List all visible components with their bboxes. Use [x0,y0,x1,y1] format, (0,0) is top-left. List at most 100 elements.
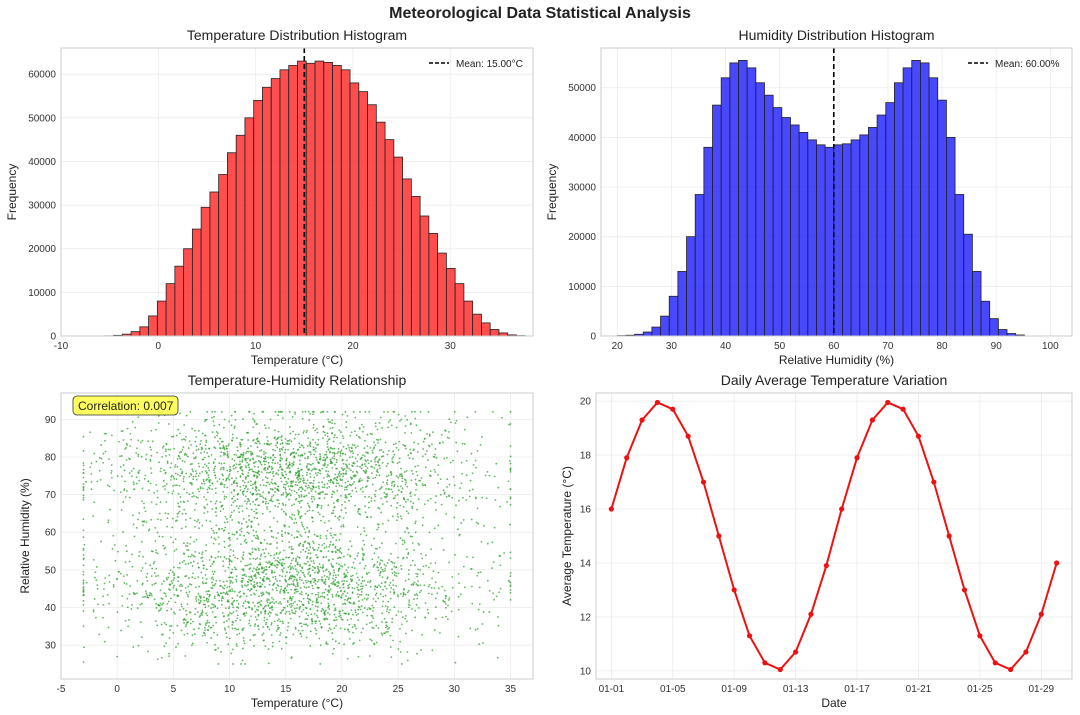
scatter-point [181,512,184,515]
histogram-bar [677,271,687,337]
scatter-point [213,537,216,540]
scatter-point [341,459,344,462]
scatter-point [226,580,228,583]
scatter-point [254,558,257,561]
scatter-point [82,529,85,532]
scatter-point [293,607,296,610]
scatter-point [82,468,85,471]
scatter-point [194,586,197,589]
scatter-point [282,608,285,611]
scatter-point [248,606,251,609]
line-marker [931,479,937,485]
scatter-point [228,605,231,608]
scatter-point [120,455,123,457]
scatter-point [300,600,303,603]
scatter-point [267,626,269,629]
scatter-point [215,430,218,433]
scatter-point [124,448,126,450]
scatter-point [315,458,318,461]
scatter-point [351,574,354,577]
scatter-point [183,488,186,491]
scatter-point [199,600,202,603]
scatter-point [233,479,236,482]
scatter-point [412,502,415,505]
scatter-point [132,523,135,526]
scatter-point [406,651,409,653]
scatter-point [385,631,387,633]
scatter-point [192,554,195,557]
chart-title: Temperature Distribution Histogram [187,27,407,43]
scatter-point [497,616,499,618]
scatter-point [509,488,512,491]
scatter-point [369,579,372,582]
scatter-point [372,627,375,630]
scatter-point [199,599,202,602]
scatter-point [346,484,349,487]
scatter-point [381,621,383,623]
scatter-point [382,595,385,598]
scatter-point [214,487,217,490]
scatter-point [174,472,177,475]
line-marker [992,660,998,666]
scatter-point [175,478,178,481]
scatter-point [276,446,279,449]
scatter-point [393,480,395,483]
scatter-point [221,586,224,589]
scatter-point [184,625,187,628]
scatter-point [236,470,239,473]
scatter-point [338,429,341,432]
scatter-point [335,482,338,485]
scatter-point [242,494,245,496]
scatter-point [404,531,406,533]
scatter-point [163,469,166,472]
scatter-point [416,573,419,576]
scatter-point [297,513,300,516]
scatter-point [390,484,393,487]
scatter-point [274,559,277,562]
scatter-point [366,580,369,583]
histogram-bar [920,62,930,337]
scatter-point [351,587,354,589]
scatter-point [207,486,210,489]
scatter-point [373,458,376,461]
scatter-point [393,562,396,565]
scatter-point [296,555,299,558]
scatter-point [416,451,419,453]
scatter-point [250,525,253,527]
scatter-point [89,431,91,434]
scatter-point [401,543,404,546]
scatter-point [234,627,237,630]
scatter-point [331,595,334,598]
scatter-point [223,584,226,587]
scatter-point [377,597,380,600]
scatter-point [311,516,314,519]
scatter-point [280,647,283,650]
scatter-point [256,517,259,520]
scatter-point [183,424,186,426]
scatter-point [261,583,264,586]
scatter-point [225,620,228,622]
scatter-point [445,606,447,609]
scatter-point [313,533,316,536]
scatter-point [242,640,245,642]
scatter-point [262,632,265,635]
scatter-point [302,525,304,528]
scatter-point [245,611,248,614]
scatter-point [288,610,291,613]
scatter-point [289,471,292,474]
scatter-point [300,490,303,493]
scatter-point [333,447,336,450]
scatter-point [225,518,228,520]
scatter-point [341,618,344,621]
scatter-point [314,450,317,453]
scatter-point [329,446,332,449]
scatter-point [242,605,244,607]
scatter-point [283,587,286,590]
scatter-point [221,473,224,476]
scatter-point [293,514,296,517]
scatter-point [251,547,254,550]
scatter-point [396,513,399,515]
scatter-point [188,440,191,443]
scatter-point [227,532,230,535]
scatter-point [386,479,389,482]
